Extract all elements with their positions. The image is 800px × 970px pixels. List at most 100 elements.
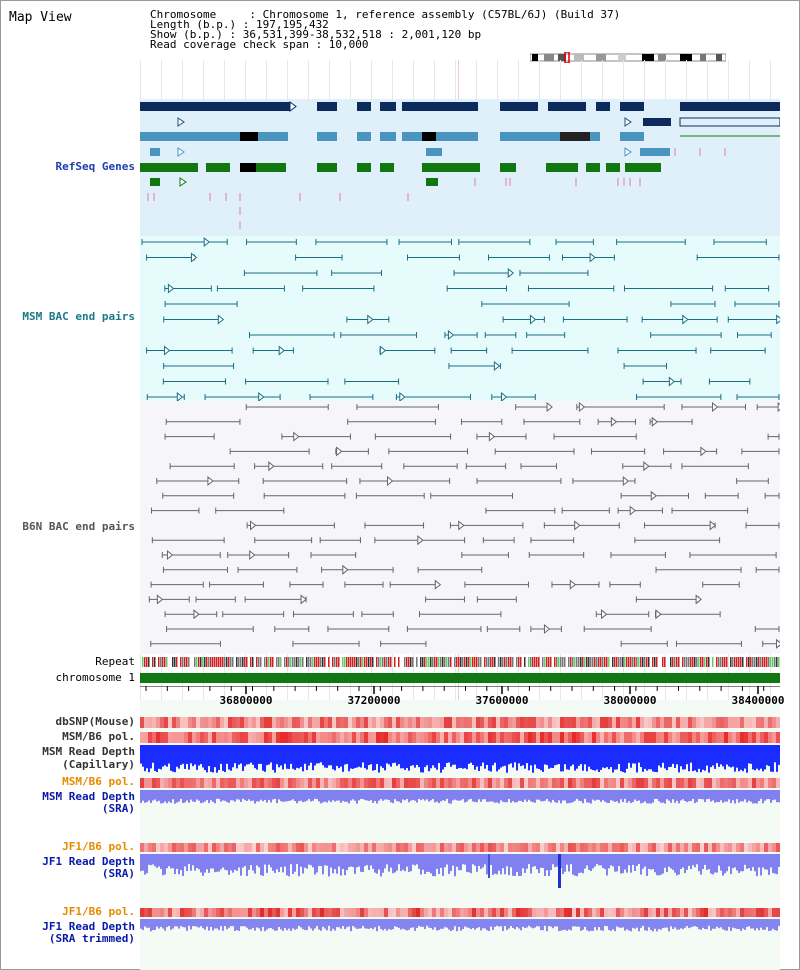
b6n-bac-end-pairs-track[interactable] xyxy=(140,401,780,654)
bac-end-pair[interactable] xyxy=(481,301,570,307)
bac-end-pair[interactable] xyxy=(543,520,620,531)
bac-end-pair[interactable] xyxy=(227,549,290,561)
bac-end-pair[interactable] xyxy=(156,475,240,487)
bac-end-pair[interactable] xyxy=(162,566,228,573)
bac-end-pair[interactable] xyxy=(675,640,742,647)
bac-end-pair[interactable] xyxy=(553,433,637,440)
bac-end-pair[interactable] xyxy=(555,239,594,245)
bac-end-pair[interactable] xyxy=(486,626,521,632)
bac-end-pair[interactable] xyxy=(355,492,425,499)
bac-end-pair[interactable] xyxy=(736,478,769,484)
bac-end-pair[interactable] xyxy=(617,347,697,354)
bac-end-pair[interactable] xyxy=(146,252,198,263)
bac-end-pair[interactable] xyxy=(741,448,780,455)
bac-end-pair[interactable] xyxy=(418,611,502,618)
bac-end-pair[interactable] xyxy=(262,478,348,484)
repeat-track[interactable] xyxy=(140,657,780,667)
bac-end-pair[interactable] xyxy=(634,537,721,544)
msm-bac-end-pairs-track[interactable] xyxy=(140,236,780,401)
bac-end-pair[interactable] xyxy=(249,332,335,338)
bac-end-pair[interactable] xyxy=(331,463,383,470)
bac-end-pair[interactable] xyxy=(216,285,285,292)
bac-end-pair[interactable] xyxy=(347,418,436,425)
bac-end-pair[interactable] xyxy=(458,239,531,245)
bac-end-pair[interactable] xyxy=(450,347,488,354)
bac-end-pair[interactable] xyxy=(689,552,777,558)
bac-end-pair[interactable] xyxy=(356,404,439,410)
bac-end-pair[interactable] xyxy=(398,239,452,245)
bac-end-pair[interactable] xyxy=(526,332,566,338)
jf1-b6-pol-track[interactable] xyxy=(140,843,780,852)
bac-end-pair[interactable] xyxy=(151,537,225,544)
bac-end-pair[interactable] xyxy=(331,270,383,276)
bac-end-pair[interactable] xyxy=(476,431,527,442)
bac-end-pair[interactable] xyxy=(494,448,575,455)
bac-end-pair[interactable] xyxy=(623,363,667,369)
bac-end-pair[interactable] xyxy=(482,537,515,544)
bac-end-pair[interactable] xyxy=(141,236,228,248)
bac-end-pair[interactable] xyxy=(681,401,747,413)
bac-end-pair[interactable] xyxy=(321,564,394,575)
bac-end-pair[interactable] xyxy=(246,239,297,245)
refseq-genes-label[interactable]: RefSeq Genes xyxy=(55,160,135,173)
bac-end-pair[interactable] xyxy=(379,345,436,356)
bac-end-pair[interactable] xyxy=(702,581,740,588)
bac-end-pair[interactable] xyxy=(527,285,615,292)
bac-end-pair[interactable] xyxy=(523,418,581,425)
bac-end-pair[interactable] xyxy=(195,596,236,603)
bac-end-pair[interactable] xyxy=(755,566,780,573)
bac-end-pair[interactable] xyxy=(374,535,466,546)
bac-end-pair[interactable] xyxy=(243,270,318,276)
bac-end-pair[interactable] xyxy=(491,391,536,401)
bac-end-pair[interactable] xyxy=(620,490,689,501)
bac-end-pair[interactable] xyxy=(380,640,427,647)
bac-end-pair[interactable] xyxy=(359,475,451,487)
chromosome-bar[interactable] xyxy=(140,672,780,684)
bac-end-pair[interactable] xyxy=(319,537,361,544)
bac-end-pair[interactable] xyxy=(464,581,529,588)
bac-end-pair[interactable] xyxy=(696,254,780,261)
bac-end-pair[interactable] xyxy=(403,463,458,470)
b6n-bac-label[interactable]: B6N BAC end pairs xyxy=(22,520,135,533)
bac-end-pair[interactable] xyxy=(710,347,766,354)
bac-end-pair[interactable] xyxy=(164,301,238,307)
bac-end-pair[interactable] xyxy=(576,401,665,413)
msm-b6-pol-sra-track[interactable] xyxy=(140,778,780,788)
msm-bac-label[interactable]: MSM BAC end pairs xyxy=(22,310,135,323)
bac-end-pair[interactable] xyxy=(406,626,482,632)
bac-end-pair[interactable] xyxy=(460,418,503,425)
bac-end-pair[interactable] xyxy=(484,332,517,338)
bac-end-pair[interactable] xyxy=(583,626,652,632)
bac-end-pair[interactable] xyxy=(389,579,442,590)
bac-end-pair[interactable] xyxy=(274,626,310,632)
bac-end-pair[interactable] xyxy=(327,626,390,632)
bac-end-pair[interactable] xyxy=(164,609,218,620)
bac-end-pair[interactable] xyxy=(164,283,212,294)
bac-end-pair[interactable] xyxy=(597,416,636,427)
bac-end-pair[interactable] xyxy=(453,267,515,279)
bac-end-pair[interactable] xyxy=(756,401,780,413)
bac-end-pair[interactable] xyxy=(229,448,310,455)
bac-end-pair[interactable] xyxy=(511,347,589,354)
bac-end-pair[interactable] xyxy=(635,594,702,605)
bac-end-pair[interactable] xyxy=(254,461,324,472)
bac-end-pair[interactable] xyxy=(289,581,324,588)
bac-end-pair[interactable] xyxy=(310,552,357,558)
jf1-read-depth-trimmed-track[interactable] xyxy=(140,919,780,935)
bac-end-pair[interactable] xyxy=(406,254,460,261)
bac-end-pair[interactable] xyxy=(737,332,772,338)
bac-end-pair[interactable] xyxy=(150,581,204,588)
bac-end-pair[interactable] xyxy=(562,252,615,263)
bac-end-pair[interactable] xyxy=(736,394,780,400)
bac-end-pair[interactable] xyxy=(315,239,388,245)
bac-end-pair[interactable] xyxy=(215,507,285,514)
bac-end-pair[interactable] xyxy=(561,507,610,514)
bac-end-pair[interactable] xyxy=(309,394,374,400)
bac-end-pair[interactable] xyxy=(165,418,241,425)
bac-end-pair[interactable] xyxy=(681,463,749,470)
bac-end-pair[interactable] xyxy=(713,239,767,245)
bac-end-pair[interactable] xyxy=(246,520,335,531)
bac-end-pair[interactable] xyxy=(293,611,354,618)
bac-end-pair[interactable] xyxy=(704,492,739,499)
refseq-genes-track[interactable] xyxy=(140,99,780,236)
